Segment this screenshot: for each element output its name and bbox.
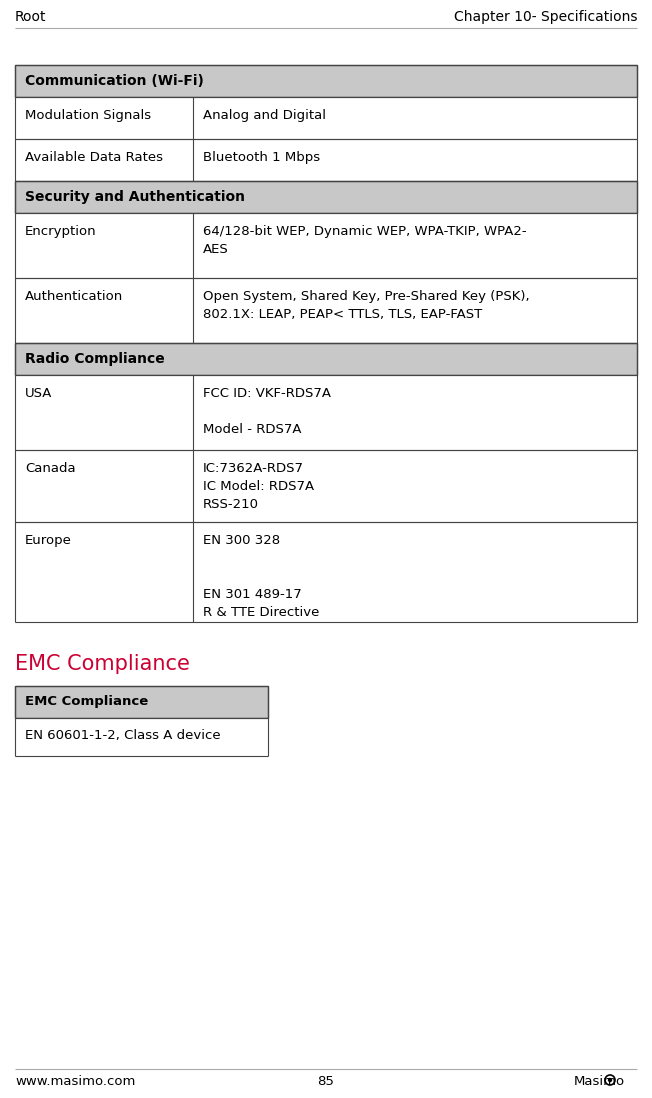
Text: Root: Root: [15, 10, 46, 24]
Text: 85: 85: [318, 1075, 334, 1088]
Text: EMC Compliance: EMC Compliance: [25, 695, 148, 708]
Text: Communication (Wi-Fi): Communication (Wi-Fi): [25, 74, 204, 88]
Bar: [15, 376, 637, 450]
Text: Canada: Canada: [25, 462, 76, 475]
Text: IC:7362A-RDS7
IC Model: RDS7A
RSS-210: IC:7362A-RDS7 IC Model: RDS7A RSS-210: [203, 462, 314, 511]
Text: Security and Authentication: Security and Authentication: [25, 190, 245, 204]
Text: EN 300 328


EN 301 489-17
R & TTE Directive: EN 300 328 EN 301 489-17 R & TTE Directi…: [203, 534, 319, 619]
Text: Encryption: Encryption: [25, 225, 96, 238]
Text: USA: USA: [25, 386, 52, 400]
Bar: [15, 450, 637, 522]
Text: Open System, Shared Key, Pre-Shared Key (PSK),
802.1X: LEAP, PEAP< TTLS, TLS, EA: Open System, Shared Key, Pre-Shared Key …: [203, 290, 529, 321]
Bar: [15, 97, 637, 139]
Bar: [15, 65, 637, 97]
Text: Europe: Europe: [25, 534, 72, 547]
Bar: [15, 213, 637, 278]
Text: Modulation Signals: Modulation Signals: [25, 109, 151, 122]
Text: Masimo: Masimo: [574, 1075, 625, 1088]
Bar: [15, 343, 637, 376]
Bar: [15, 718, 268, 757]
Text: Analog and Digital: Analog and Digital: [203, 109, 326, 122]
Text: Chapter 10- Specifications: Chapter 10- Specifications: [454, 10, 637, 24]
Bar: [15, 686, 268, 718]
Text: 64/128-bit WEP, Dynamic WEP, WPA-TKIP, WPA2-
AES: 64/128-bit WEP, Dynamic WEP, WPA-TKIP, W…: [203, 225, 527, 256]
Text: EN 60601-1-2, Class A device: EN 60601-1-2, Class A device: [25, 729, 220, 742]
Text: www.masimo.com: www.masimo.com: [15, 1075, 136, 1088]
Text: Authentication: Authentication: [25, 290, 123, 303]
Text: Bluetooth 1 Mbps: Bluetooth 1 Mbps: [203, 152, 320, 164]
Bar: [15, 278, 637, 343]
Text: Radio Compliance: Radio Compliance: [25, 352, 165, 366]
Circle shape: [608, 1078, 612, 1082]
Text: Available Data Rates: Available Data Rates: [25, 152, 163, 164]
Text: FCC ID: VKF-RDS7A

Model - RDS7A: FCC ID: VKF-RDS7A Model - RDS7A: [203, 386, 331, 436]
Text: EMC Compliance: EMC Compliance: [15, 654, 190, 674]
Bar: [15, 139, 637, 181]
Bar: [15, 522, 637, 621]
Bar: [15, 181, 637, 213]
